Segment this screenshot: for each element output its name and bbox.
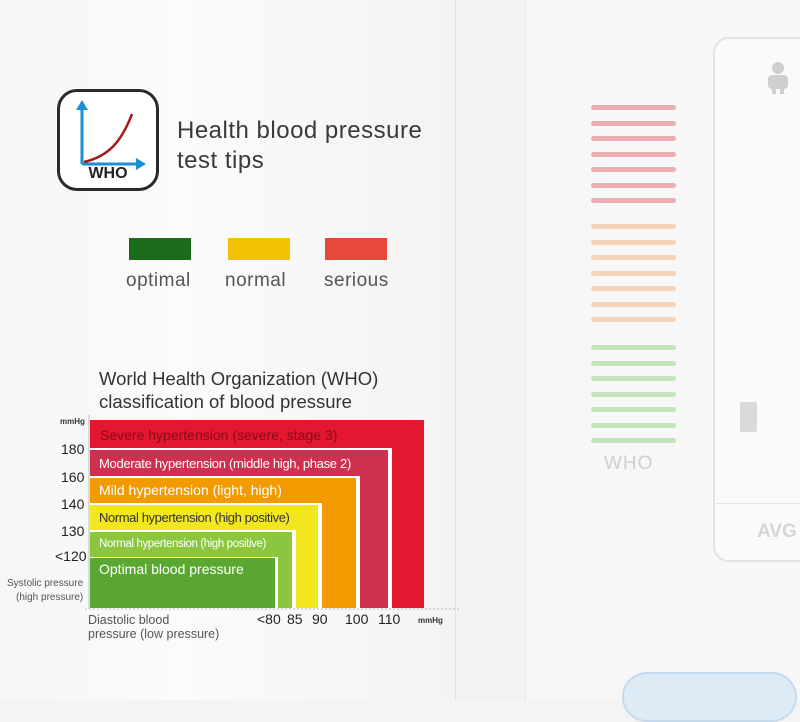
led-bar	[591, 345, 676, 350]
led-bar	[591, 255, 676, 260]
page-title: Health blood pressure test tips	[177, 117, 423, 174]
x-tick-100: 100	[345, 611, 369, 627]
band-label-severe: Severe hypertension (severe, stage 3)	[100, 427, 337, 443]
who-chart-icon: WHO	[57, 89, 159, 191]
y-tick-130: 130	[61, 523, 85, 539]
led-bar	[591, 301, 676, 307]
y-tick-140: 140	[61, 496, 85, 512]
who-icon-label: WHO	[88, 165, 128, 182]
led-bar	[591, 376, 676, 381]
led-bar	[591, 391, 676, 397]
led-bar	[591, 286, 676, 291]
legend-label-serious: serious	[324, 270, 389, 291]
band-label-moderate: Moderate hypertension (middle high, phas…	[99, 456, 351, 471]
led-bar	[591, 239, 676, 245]
band-label-mild: Mild hypertension (light, high)	[99, 482, 282, 498]
legend-swatch-normal	[228, 238, 290, 260]
device-button[interactable]	[622, 672, 797, 722]
led-bar	[591, 360, 676, 366]
band-label-optimal: Optimal blood pressure	[99, 561, 244, 577]
led-bar	[591, 136, 676, 141]
legend-swatch-serious	[325, 238, 387, 260]
y-axis-label-2: (high pressure)	[16, 592, 83, 603]
device-screen	[713, 37, 800, 562]
x-tick-85: 85	[287, 611, 303, 627]
x-unit: mmHg	[418, 616, 443, 625]
classification-chart: Severe hypertension (severe, stage 3) Mo…	[7, 415, 460, 641]
led-bar	[591, 407, 676, 412]
band-optimal-fill	[90, 558, 275, 608]
led-bar	[591, 224, 676, 229]
legend-label-normal: normal	[225, 270, 287, 291]
legend-swatch-optimal	[129, 238, 191, 260]
led-bar	[591, 198, 676, 203]
led-bar	[591, 422, 676, 428]
x-axis-label-2: pressure (low pressure)	[88, 627, 219, 641]
band-label-normal-high: Normal hypertension (high positive)	[99, 510, 290, 525]
x-tick-110: 110	[378, 611, 401, 627]
led-bar	[591, 438, 676, 443]
y-axis-label-1: Systolic pressure	[7, 578, 84, 589]
device-who-label: WHO	[604, 453, 654, 474]
y-tick-180: 180	[61, 441, 85, 457]
led-bar	[591, 105, 676, 110]
person-icon	[768, 62, 788, 94]
x-tick-80: <80	[257, 611, 281, 627]
led-bar	[591, 120, 676, 126]
x-tick-90: 90	[312, 611, 328, 627]
led-bar	[591, 167, 676, 172]
chart-title: World Health Organization (WHO) classifi…	[99, 368, 379, 412]
led-bar	[591, 270, 676, 276]
screen-divider	[715, 503, 800, 504]
avg-label: AVG	[757, 521, 797, 542]
y-tick-120: <120	[55, 548, 87, 564]
y-unit: mmHg	[60, 417, 85, 426]
led-bar	[591, 151, 676, 157]
screen-segment	[740, 402, 757, 432]
led-bar	[591, 182, 676, 188]
legend-label-optimal: optimal	[126, 270, 191, 291]
x-axis-label-1: Diastolic blood	[88, 613, 169, 627]
band-label-normal: Normal hypertension (high positive)	[99, 538, 266, 550]
y-tick-160: 160	[61, 469, 85, 485]
led-bar	[591, 317, 676, 322]
